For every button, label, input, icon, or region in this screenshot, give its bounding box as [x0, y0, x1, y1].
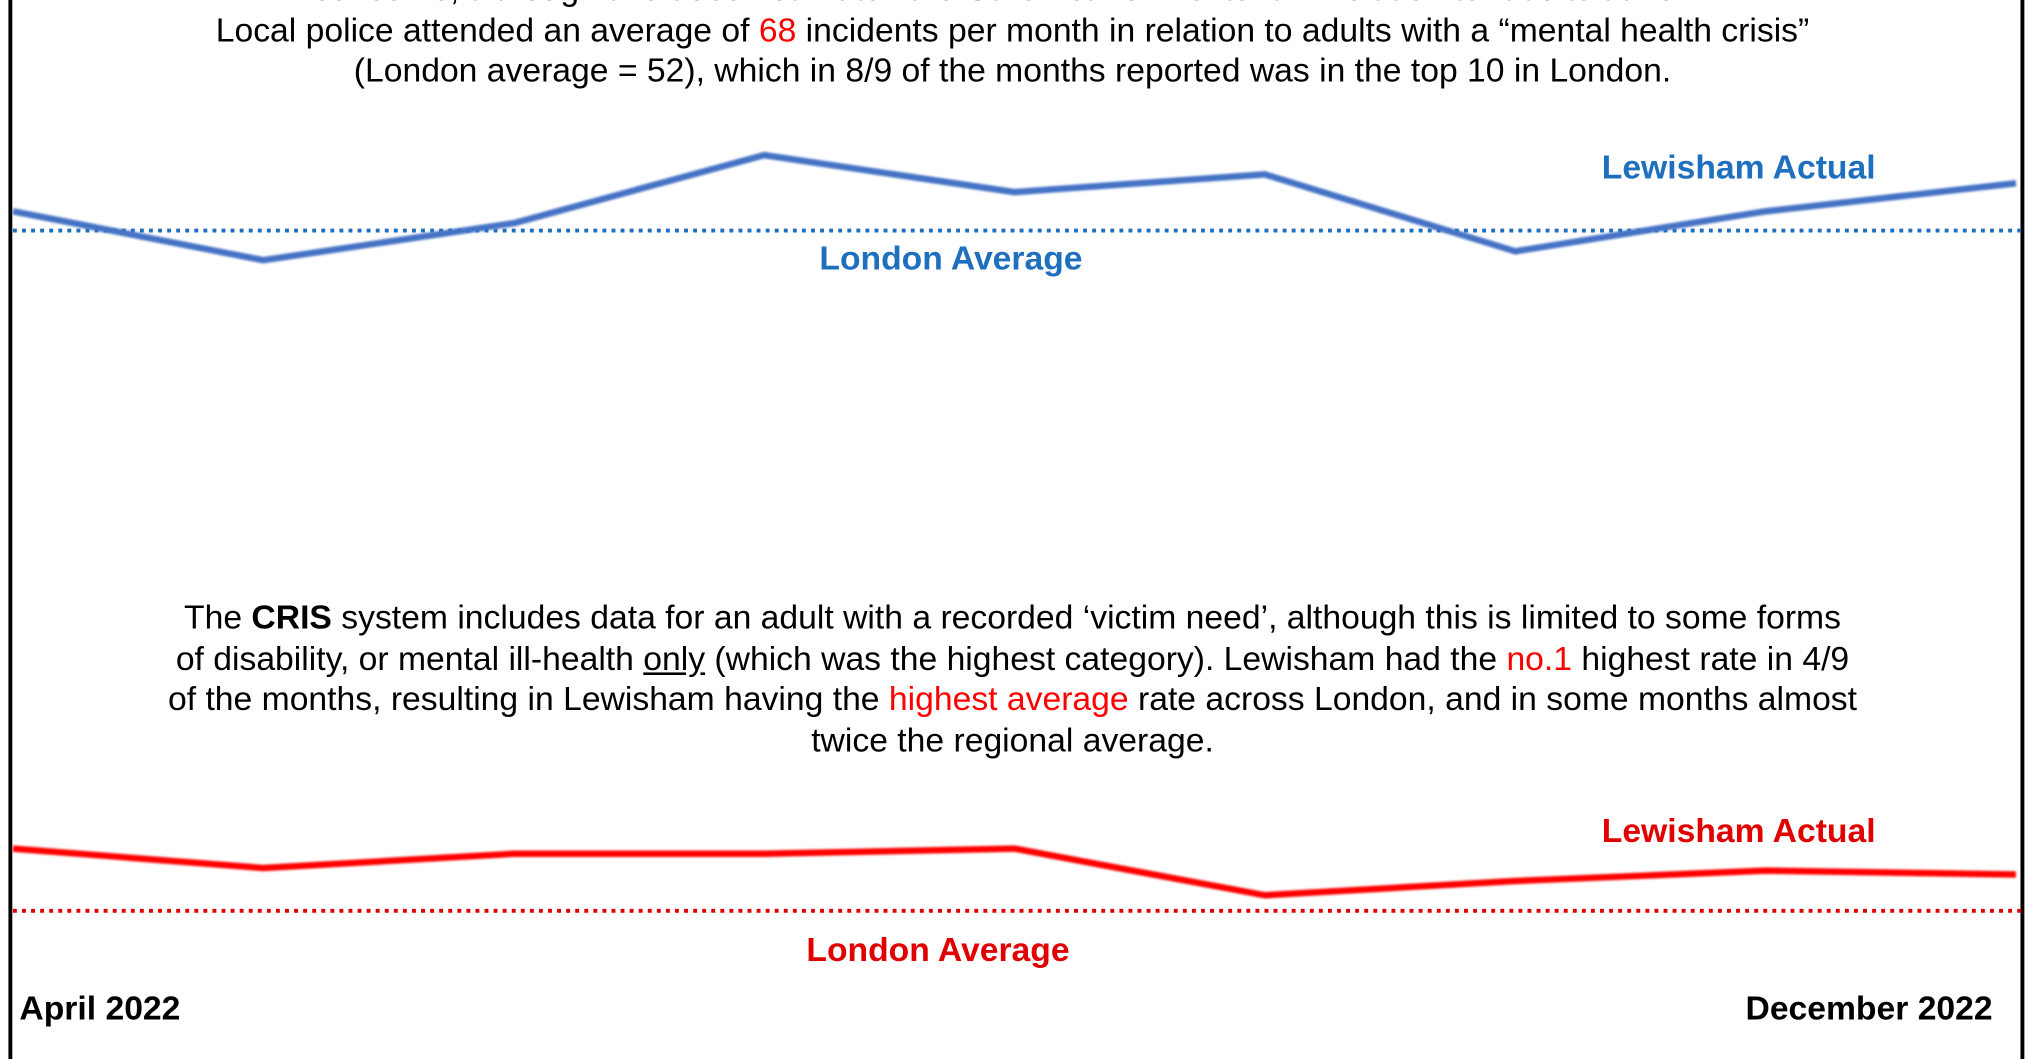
text-line: (London average = 52), which in 8/9 of t…: [26, 51, 1999, 92]
average-label: London Average: [819, 240, 1082, 277]
text-line: twice the regional average.: [26, 720, 1999, 761]
paragraph: concerns, although this does not match t…: [26, 0, 1999, 92]
paragraph: The CRIS system includes data for an adu…: [26, 597, 1999, 761]
series-line: [12, 845, 2016, 899]
text-run: Local police attended an average of: [215, 9, 759, 49]
text-run: highest rate in 4/9: [1572, 638, 1850, 678]
text-run: of the months, resulting in Lewisham hav…: [168, 679, 889, 719]
text-run: CRIS: [251, 597, 332, 637]
text-run: twice the regional average.: [811, 720, 1214, 760]
x-label: April 2022: [19, 990, 180, 1027]
text-run: The: [184, 597, 252, 637]
text-run: concerns, although this does not match t…: [313, 0, 1712, 8]
average-label: London Average: [806, 932, 1069, 969]
text-run: only: [643, 638, 706, 678]
text-run: rate across London, and in some months a…: [1128, 679, 1858, 719]
series-line: [12, 151, 2017, 264]
text-line: concerns, although this does not match t…: [26, 0, 1999, 10]
series-label: Lewisham Actual: [1602, 150, 1876, 187]
text-run: (London average = 52), which in 8/9 of t…: [353, 51, 1672, 90]
text-run: incidents per month in relation to adult…: [796, 9, 1810, 49]
text-line: of the months, resulting in Lewisham hav…: [26, 679, 1999, 720]
x-label: December 2022: [1746, 990, 1993, 1027]
text-run: 68: [758, 9, 797, 49]
text-run: (which was the highest category). Lewish…: [705, 638, 1507, 678]
text-line: Local police attended an average of 68 i…: [26, 10, 1999, 51]
text-run: highest average: [888, 679, 1129, 719]
text-run: system includes data for an adult with a…: [331, 597, 1841, 637]
series-label: Lewisham Actual: [1602, 813, 1876, 850]
text-line: of disability, or mental ill-health only…: [26, 638, 1999, 679]
text-line: The CRIS system includes data for an adu…: [26, 597, 1999, 638]
text-run: of disability, or mental ill-health: [175, 638, 644, 678]
text-run: no.1: [1506, 638, 1573, 678]
